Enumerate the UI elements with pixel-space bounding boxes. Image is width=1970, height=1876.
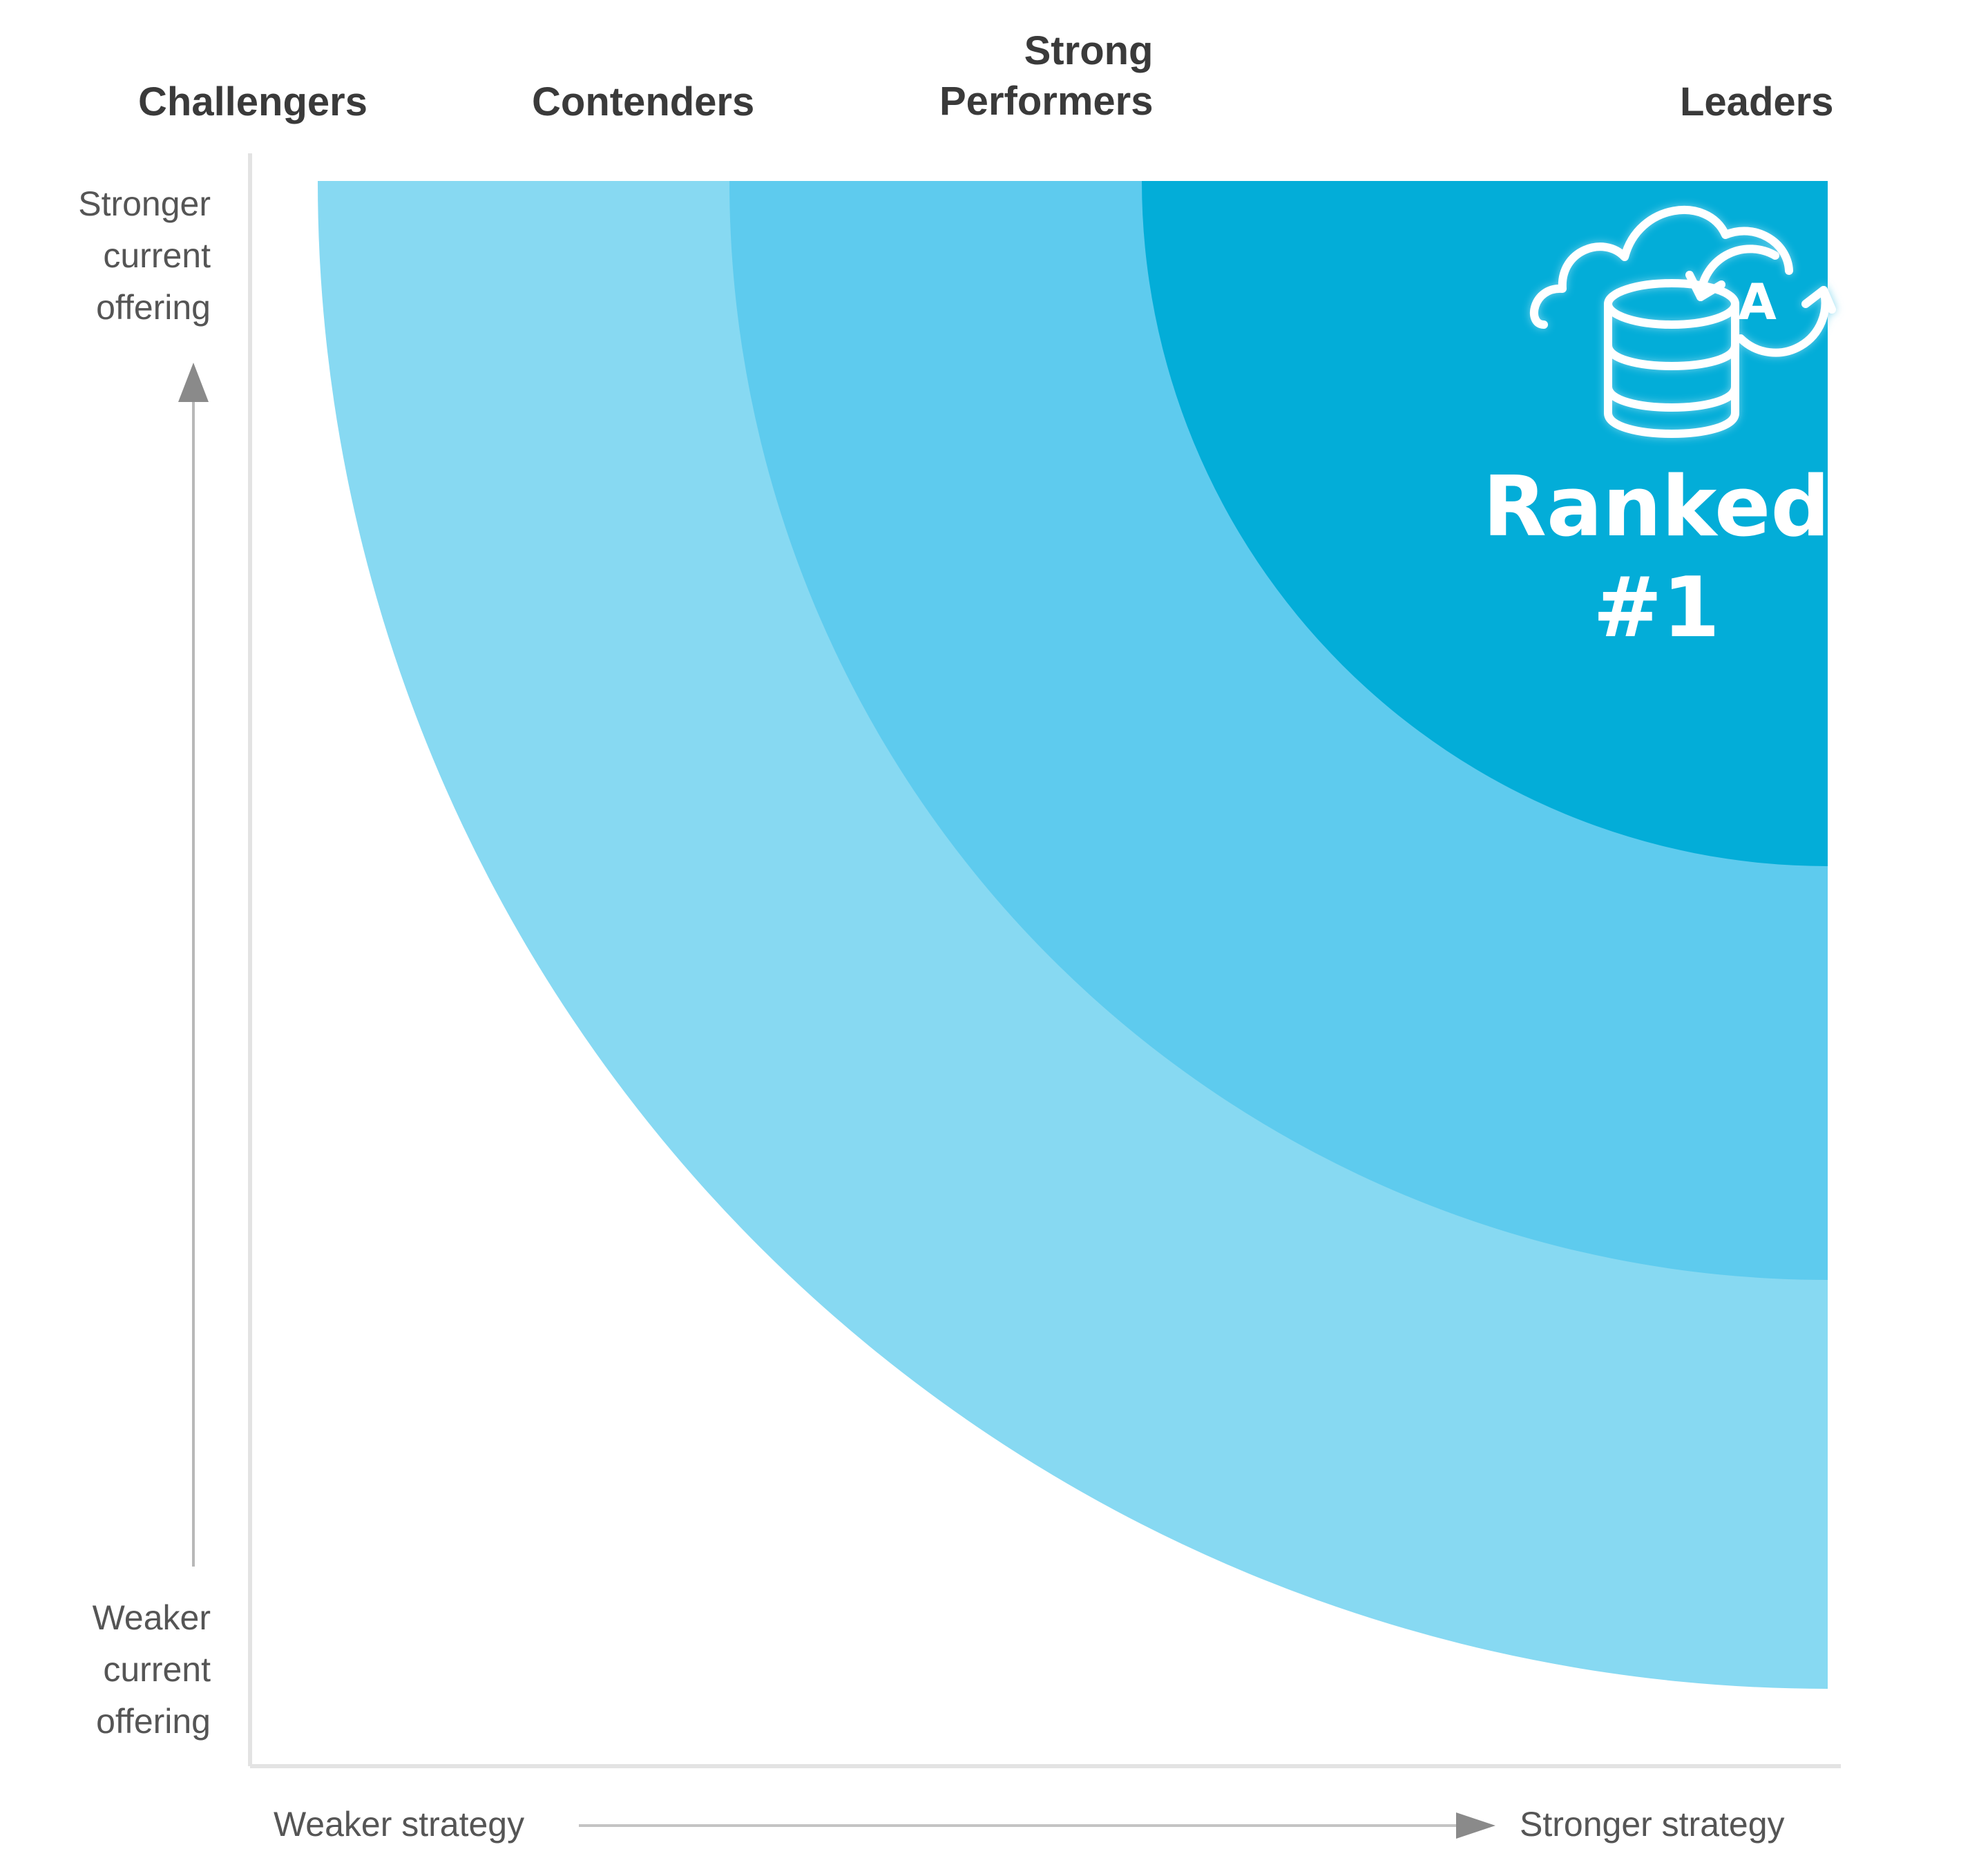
category-challengers-text: Challengers	[138, 79, 367, 124]
cloud-database-sync-icon	[1530, 206, 1836, 438]
y-axis-top-line1: Stronger	[78, 184, 211, 223]
category-strong-performers-line2: Performers	[939, 78, 1154, 124]
x-axis-arrowhead	[1456, 1812, 1495, 1839]
category-strong-performers: Strong Performers	[939, 26, 1153, 126]
category-strong-performers-line1: Strong	[1024, 28, 1154, 73]
category-contenders: Contenders	[532, 77, 754, 128]
leaders-zone	[1142, 181, 1828, 866]
category-leaders: Leaders	[1680, 77, 1833, 128]
category-contenders-text: Contenders	[532, 79, 755, 124]
category-leaders-text: Leaders	[1680, 79, 1834, 124]
ranked-badge: Ranked #1	[1463, 457, 1850, 660]
ranked-text: Ranked	[1482, 459, 1830, 555]
y-axis-bottom-line2: current	[103, 1650, 211, 1689]
icon-letter: A	[1738, 273, 1777, 331]
y-axis-top-line3: offering	[96, 288, 211, 327]
x-axis-right-label: Stronger strategy	[1520, 1805, 1785, 1844]
y-axis-top-line2: current	[103, 236, 211, 275]
y-axis-top-label: Stronger current offering	[3, 178, 211, 334]
y-axis-arrowhead	[178, 363, 209, 402]
category-challengers: Challengers	[138, 77, 367, 128]
y-axis-bottom-label: Weaker current offering	[3, 1592, 211, 1748]
x-axis-left-label: Weaker strategy	[274, 1805, 525, 1844]
rank-number: #1	[1592, 560, 1721, 657]
y-axis-bottom-line1: Weaker	[92, 1598, 211, 1637]
y-axis-bottom-line3: offering	[96, 1702, 211, 1741]
